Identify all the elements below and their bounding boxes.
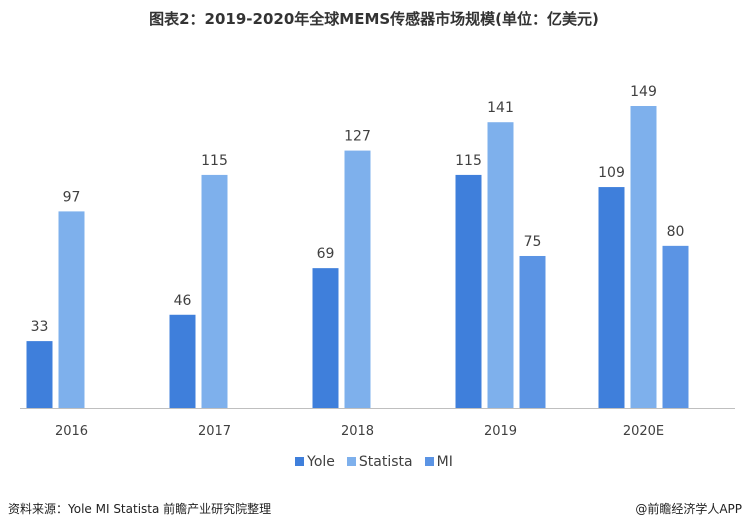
data-label: 97 bbox=[63, 189, 81, 205]
data-label: 115 bbox=[455, 153, 482, 169]
bar-statista-2018 bbox=[344, 150, 371, 408]
x-tick-label: 2017 bbox=[198, 424, 231, 439]
bar-statista-2017 bbox=[201, 174, 228, 408]
data-label: 141 bbox=[487, 100, 514, 116]
bar-yole-2018 bbox=[312, 268, 339, 408]
bar-yole-2016 bbox=[26, 341, 53, 408]
legend-swatch bbox=[424, 457, 434, 466]
x-tick-label: 2018 bbox=[341, 424, 374, 439]
data-label: 115 bbox=[201, 153, 228, 169]
data-label: 127 bbox=[344, 129, 371, 145]
source-note: 资料来源：Yole MI Statista 前瞻产业研究院整理 bbox=[8, 502, 272, 516]
bar-yole-2019 bbox=[455, 174, 482, 408]
x-tick-label: 2019 bbox=[484, 424, 517, 439]
bar-yole-2017 bbox=[169, 314, 196, 408]
x-tick-label: 2020E bbox=[623, 424, 664, 439]
bar-mi-2019 bbox=[519, 255, 546, 408]
credit: @前瞻经济学人APP bbox=[635, 502, 742, 516]
legend-label: MI bbox=[436, 454, 453, 470]
data-label: 69 bbox=[317, 246, 335, 262]
chart-title: 图表2：2019-2020年全球MEMS传感器市场规模(单位：亿美元) bbox=[149, 10, 599, 28]
legend-item-yole: Yole bbox=[295, 454, 335, 470]
legend: Yole Statista MI bbox=[0, 454, 748, 470]
bar-statista-2020E bbox=[630, 106, 657, 408]
data-label: 75 bbox=[524, 234, 542, 250]
bar-mi-2020E bbox=[662, 245, 689, 408]
bar-statista-2016 bbox=[58, 211, 85, 408]
x-tick-label: 2016 bbox=[55, 424, 88, 439]
legend-item-statista: Statista bbox=[346, 454, 413, 470]
data-label: 80 bbox=[667, 224, 685, 240]
legend-label: Yole bbox=[307, 454, 335, 470]
data-label: 46 bbox=[174, 293, 192, 309]
legend-label: Statista bbox=[358, 454, 413, 470]
data-label: 109 bbox=[598, 165, 625, 181]
data-label: 33 bbox=[31, 319, 49, 335]
legend-item-mi: MI bbox=[424, 454, 453, 470]
legend-swatch bbox=[346, 457, 356, 466]
legend-swatch bbox=[295, 457, 305, 466]
data-label: 149 bbox=[630, 84, 657, 100]
bar-yole-2020E bbox=[598, 187, 625, 408]
bar-statista-2019 bbox=[487, 122, 514, 408]
